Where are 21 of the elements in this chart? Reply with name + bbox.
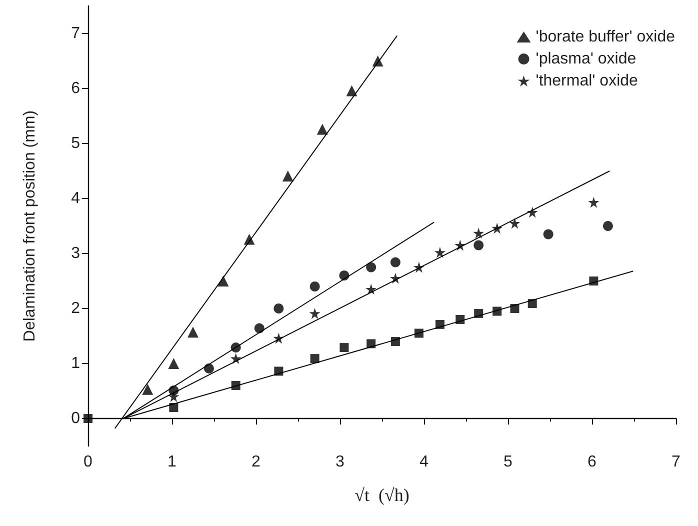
y-axis-title: Delamination front position (mm) xyxy=(22,110,38,342)
x-tick-label: 6 xyxy=(588,454,597,470)
x-axis-title: √t (√h) xyxy=(354,485,410,505)
x-tick-label: 2 xyxy=(252,454,261,470)
x-tick-label: 4 xyxy=(420,454,429,470)
y-tick-label: 1 xyxy=(71,355,80,372)
x-tick-label: 5 xyxy=(504,454,513,470)
legend-label: 'borate buffer' oxide xyxy=(536,28,676,46)
y-tick-label: 6 xyxy=(71,80,80,97)
y-tick-label: 2 xyxy=(71,300,80,317)
x-tick-label: 3 xyxy=(336,454,345,470)
x-tick-label: 0 xyxy=(84,454,93,470)
legend-label: 'plasma' oxide xyxy=(536,50,636,68)
y-tick-label: 0 xyxy=(71,410,80,427)
y-tick-label: 4 xyxy=(71,190,80,207)
legend-label: 'thermal' oxide xyxy=(536,72,638,90)
y-tick-label: 5 xyxy=(71,135,80,152)
x-tick-label: 1 xyxy=(168,454,177,470)
x-tick-label: 7 xyxy=(672,454,681,470)
y-tick-label: 7 xyxy=(71,25,80,42)
y-tick-label: 3 xyxy=(71,245,80,262)
